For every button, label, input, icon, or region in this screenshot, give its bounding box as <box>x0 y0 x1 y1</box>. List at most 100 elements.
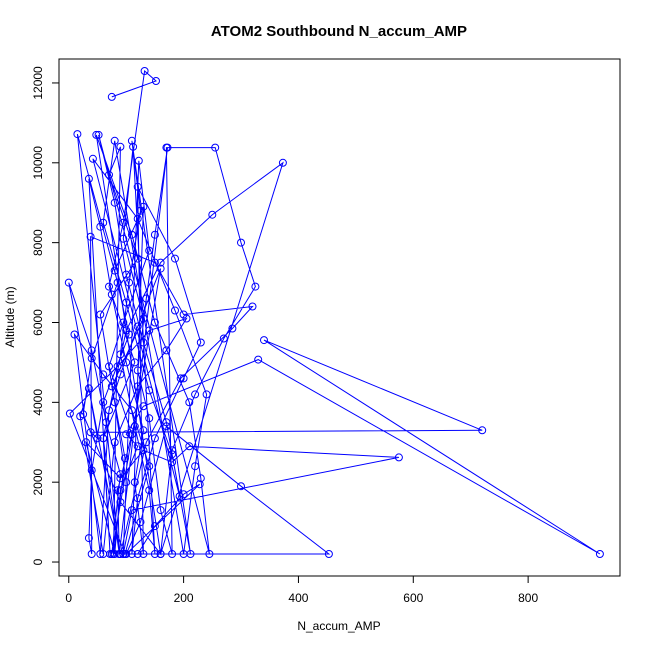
data-point <box>162 418 171 427</box>
x-axis-label: N_accum_AMP <box>297 619 380 633</box>
data-point <box>168 458 177 467</box>
data-point <box>86 232 95 241</box>
data-point <box>150 230 159 239</box>
data-point <box>99 218 108 227</box>
data-point <box>105 170 113 179</box>
data-point <box>176 374 185 383</box>
data-point <box>139 402 148 411</box>
data-point <box>133 442 142 451</box>
y-axis: 0 2000 4000 6000 8000 10000 12000 <box>31 66 60 565</box>
data-point <box>211 143 220 152</box>
data-point <box>116 470 125 479</box>
data-point <box>110 438 119 447</box>
data-point <box>122 298 131 307</box>
data-point <box>228 324 237 333</box>
data-point <box>122 270 131 279</box>
data-point <box>133 550 142 558</box>
data-point <box>196 338 205 347</box>
data-point <box>102 418 111 427</box>
data-point <box>87 550 96 558</box>
data-point <box>133 494 142 503</box>
data-point <box>122 550 131 558</box>
data-point <box>105 362 113 371</box>
data-point <box>127 506 136 515</box>
data-point <box>260 336 268 345</box>
data-point <box>133 366 142 375</box>
data-point <box>122 326 131 335</box>
data-point <box>64 278 73 287</box>
data-point <box>127 136 136 145</box>
data-point <box>168 450 177 459</box>
x-tick-label: 200 <box>174 591 194 605</box>
data-point <box>136 206 145 215</box>
data-point <box>125 330 134 339</box>
data-point <box>185 398 194 407</box>
data-point <box>219 334 228 343</box>
y-tick-label: 6000 <box>31 309 45 336</box>
data-point <box>150 318 159 327</box>
data-point <box>134 156 143 165</box>
data-point <box>179 310 188 319</box>
data-point <box>595 550 604 558</box>
data-point <box>122 358 131 367</box>
data-point <box>139 446 148 455</box>
data-point <box>110 136 119 145</box>
data-point <box>116 498 125 507</box>
data-point <box>254 355 263 364</box>
y-tick-label: 12000 <box>31 66 45 100</box>
data-point <box>133 382 142 391</box>
data-point <box>76 412 85 421</box>
data-point <box>145 386 154 395</box>
data-point <box>185 442 194 451</box>
data-point <box>179 490 188 499</box>
data-point <box>99 550 108 558</box>
data-point <box>88 154 97 163</box>
data-point <box>127 406 136 415</box>
data-point <box>394 453 403 462</box>
data-point <box>119 234 128 243</box>
data-point <box>324 550 333 558</box>
data-point <box>107 290 116 299</box>
data-point <box>130 478 139 487</box>
data-point <box>84 174 93 183</box>
data-point <box>73 130 82 139</box>
data-point <box>110 550 119 558</box>
data-point <box>96 310 105 319</box>
data-point <box>129 142 138 151</box>
data-point <box>133 322 142 331</box>
data-point <box>162 143 171 152</box>
data-point <box>127 430 136 439</box>
data-point <box>156 258 165 267</box>
data-point <box>96 222 105 231</box>
data-point <box>139 426 148 435</box>
data-point <box>116 370 125 379</box>
data-point <box>133 214 142 223</box>
data-point <box>87 354 96 363</box>
data-point <box>171 254 179 263</box>
data-point <box>162 422 171 431</box>
data-point <box>105 282 113 291</box>
data-point <box>237 238 245 247</box>
data-point <box>150 550 159 558</box>
x-axis: 0 200 400 600 800 <box>65 575 538 605</box>
data-point <box>116 350 125 359</box>
data-point <box>195 480 204 489</box>
data-point <box>139 550 148 558</box>
data-point <box>251 282 260 291</box>
data-point <box>130 358 139 367</box>
data-point <box>70 330 79 339</box>
data-point <box>139 314 148 323</box>
data-point <box>87 346 96 355</box>
y-tick-label: 10000 <box>31 146 45 180</box>
data-point <box>94 130 103 139</box>
data-point <box>186 550 195 558</box>
data-point <box>136 518 145 527</box>
data-point <box>122 478 131 487</box>
data-point <box>82 438 90 447</box>
data-point <box>119 550 128 558</box>
data-point <box>182 314 191 323</box>
data-point <box>119 218 128 227</box>
x-tick-label: 600 <box>403 591 423 605</box>
data-point <box>116 486 125 495</box>
